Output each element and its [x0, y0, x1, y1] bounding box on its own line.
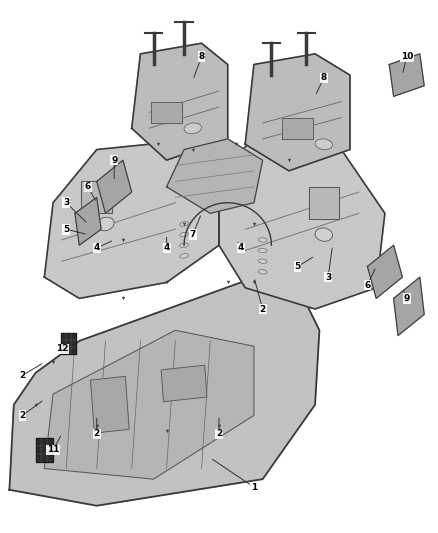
Text: 2: 2	[216, 430, 222, 439]
Polygon shape	[81, 181, 112, 213]
Ellipse shape	[258, 270, 267, 274]
Polygon shape	[10, 282, 319, 506]
Ellipse shape	[184, 123, 201, 134]
Text: 2: 2	[260, 304, 266, 313]
Text: 6: 6	[364, 280, 371, 289]
Text: 8: 8	[198, 52, 205, 61]
Text: 4: 4	[163, 244, 170, 253]
Text: 6: 6	[85, 182, 91, 191]
Polygon shape	[394, 277, 424, 336]
Polygon shape	[308, 187, 339, 219]
Ellipse shape	[97, 217, 114, 231]
Ellipse shape	[258, 248, 267, 253]
Ellipse shape	[180, 222, 188, 226]
Polygon shape	[132, 43, 228, 160]
Polygon shape	[283, 118, 313, 139]
Text: 9: 9	[403, 294, 410, 303]
Ellipse shape	[180, 254, 188, 258]
Polygon shape	[91, 376, 129, 433]
Text: 4: 4	[94, 244, 100, 253]
Polygon shape	[161, 365, 207, 402]
Polygon shape	[151, 102, 182, 123]
Ellipse shape	[180, 243, 188, 247]
Ellipse shape	[180, 232, 188, 237]
Text: 4: 4	[238, 244, 244, 253]
Polygon shape	[389, 54, 424, 96]
Text: 3: 3	[63, 198, 69, 207]
Text: 10: 10	[401, 52, 413, 61]
Polygon shape	[35, 438, 53, 462]
Ellipse shape	[258, 259, 267, 263]
Text: 12: 12	[56, 344, 68, 353]
Polygon shape	[166, 139, 263, 213]
Text: 2: 2	[19, 371, 26, 380]
Polygon shape	[367, 245, 403, 298]
Text: 5: 5	[294, 262, 301, 271]
Polygon shape	[44, 330, 254, 479]
Text: 3: 3	[325, 273, 331, 281]
Polygon shape	[44, 139, 219, 298]
Text: 7: 7	[190, 230, 196, 239]
Polygon shape	[97, 160, 132, 213]
Text: 2: 2	[94, 430, 100, 439]
Polygon shape	[219, 139, 385, 309]
Text: 2: 2	[19, 411, 26, 420]
Polygon shape	[245, 54, 350, 171]
Ellipse shape	[315, 139, 332, 150]
Polygon shape	[61, 333, 76, 354]
Text: 11: 11	[47, 446, 59, 455]
Text: 9: 9	[111, 156, 117, 165]
Text: 1: 1	[251, 482, 257, 491]
Ellipse shape	[258, 238, 267, 242]
Polygon shape	[75, 197, 101, 245]
Ellipse shape	[315, 228, 332, 241]
Text: 8: 8	[321, 73, 327, 82]
Text: 5: 5	[63, 225, 69, 234]
